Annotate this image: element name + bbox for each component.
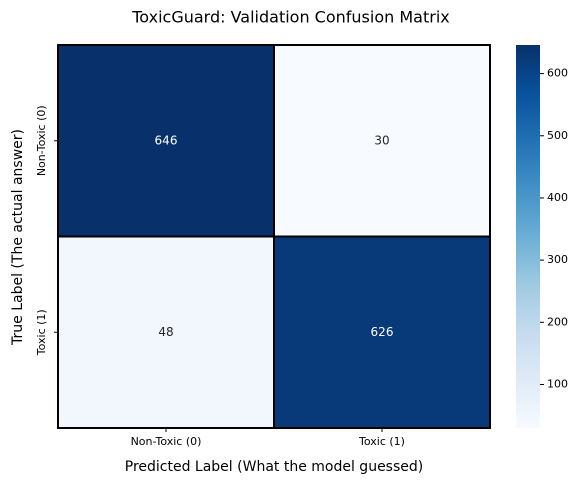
cell-label: 30 (374, 133, 389, 147)
cell-label: 48 (158, 325, 173, 339)
cell-label: 646 (155, 133, 178, 147)
colorbar-tick-label: 400 (547, 191, 568, 204)
colorbar-tick-label: 500 (547, 129, 568, 142)
colorbar-tick-label: 200 (547, 315, 568, 328)
heatmap-cell (273, 44, 491, 238)
heatmap-cell (273, 235, 491, 429)
cell-label: 626 (371, 325, 394, 339)
colorbar (516, 45, 540, 428)
heatmap-cell (57, 235, 275, 429)
y-tick-label: Toxic (1) (35, 309, 48, 356)
colorbar-tick-label: 300 (547, 253, 568, 266)
y-tick-label: Non-Toxic (0) (35, 105, 48, 176)
y-axis-label: True Label (The actual answer) (10, 129, 26, 346)
x-axis-label: Predicted Label (What the model guessed) (125, 459, 423, 475)
colorbar-tick-label: 600 (547, 67, 568, 80)
colorbar-tick-label: 100 (547, 377, 568, 390)
x-tick-label: Toxic (1) (358, 435, 405, 448)
x-tick-label: Non-Toxic (0) (131, 435, 202, 448)
heatmap-cell (57, 44, 275, 238)
chart-title: ToxicGuard: Validation Confusion Matrix (131, 8, 449, 27)
